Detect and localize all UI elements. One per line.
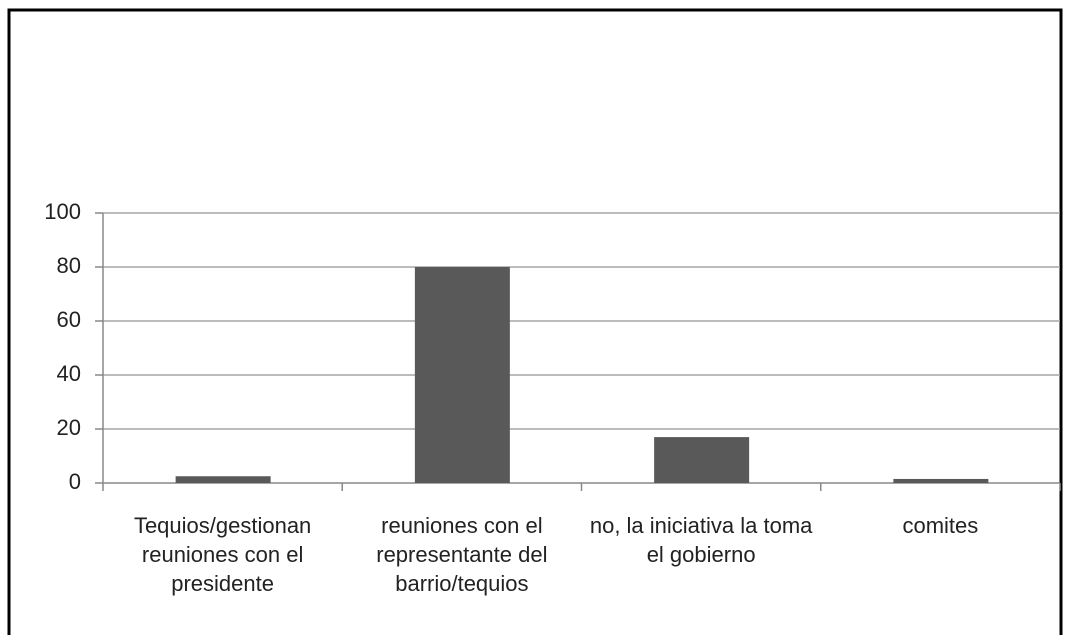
x-tick-label: no, la iniciativa la toma el gobierno [589, 513, 813, 567]
bar [654, 437, 750, 483]
x-tick-label: reuniones con el representante del barri… [376, 513, 548, 596]
y-tick-label: 0 [69, 469, 81, 494]
y-tick-label: 40 [57, 361, 81, 386]
x-tick-label: Tequios/gestionan reuniones con el presi… [133, 513, 312, 596]
bar [175, 476, 271, 483]
bar [414, 267, 510, 483]
frame [7, 8, 1063, 635]
bar [893, 478, 989, 483]
y-tick-label: 20 [57, 415, 81, 440]
y-tick-label: 60 [57, 307, 81, 332]
y-tick-label: 80 [57, 253, 81, 278]
x-tick-label: comites [902, 513, 979, 538]
y-tick-label: 100 [44, 199, 81, 224]
